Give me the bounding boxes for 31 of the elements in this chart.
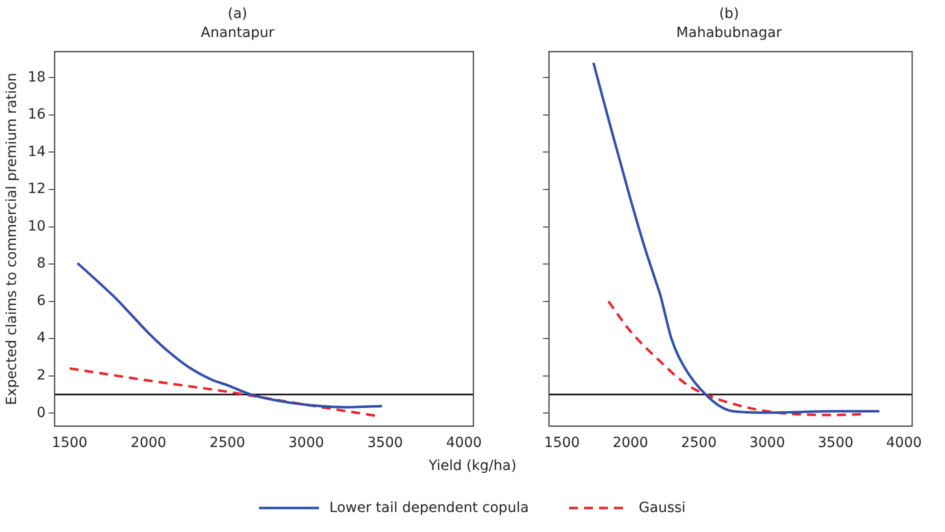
- legend-label: Gaussi: [638, 500, 686, 516]
- x-tick-label: 2000: [130, 435, 166, 452]
- x-axis-title: Yield (kg/ha): [428, 458, 518, 474]
- y-tick-label: 10: [28, 218, 46, 234]
- chart-subtitle: Mahabubnagar: [676, 24, 782, 41]
- x-tick-label: 4000: [446, 435, 482, 452]
- x-tick-label: 2000: [612, 435, 648, 452]
- y-tick-label: 16: [28, 106, 46, 123]
- x-tick-label: 2500: [210, 435, 246, 452]
- x-tick-label: 1500: [52, 435, 88, 452]
- y-tick-label: 12: [28, 181, 46, 198]
- chart-subtitle: Anantapur: [200, 24, 274, 41]
- x-tick-label: 4000: [886, 435, 922, 452]
- x-tick-label: 3000: [749, 435, 785, 452]
- y-tick-label: 18: [28, 69, 46, 86]
- y-axis-title: Expected claims to commercial premium ration: [4, 72, 20, 406]
- chart-title: (b): [719, 6, 739, 22]
- y-tick-label: 14: [28, 144, 46, 160]
- legend-label: Lower tail dependent copula: [329, 500, 529, 516]
- y-tick-label: 0: [36, 404, 46, 421]
- x-tick-label: 3500: [367, 435, 403, 452]
- x-tick-label: 2500: [680, 435, 717, 452]
- y-tick-label: 6: [36, 292, 46, 309]
- x-tick-label: 3000: [288, 435, 324, 452]
- chart-title: (a): [228, 6, 248, 22]
- y-tick-label: 4: [36, 330, 46, 346]
- line-series: [76, 262, 384, 408]
- y-tick-label: 8: [36, 256, 46, 272]
- y-tick-label: 2: [36, 368, 46, 384]
- x-tick-label: 1500: [544, 435, 580, 452]
- x-tick-label: 3500: [818, 435, 854, 452]
